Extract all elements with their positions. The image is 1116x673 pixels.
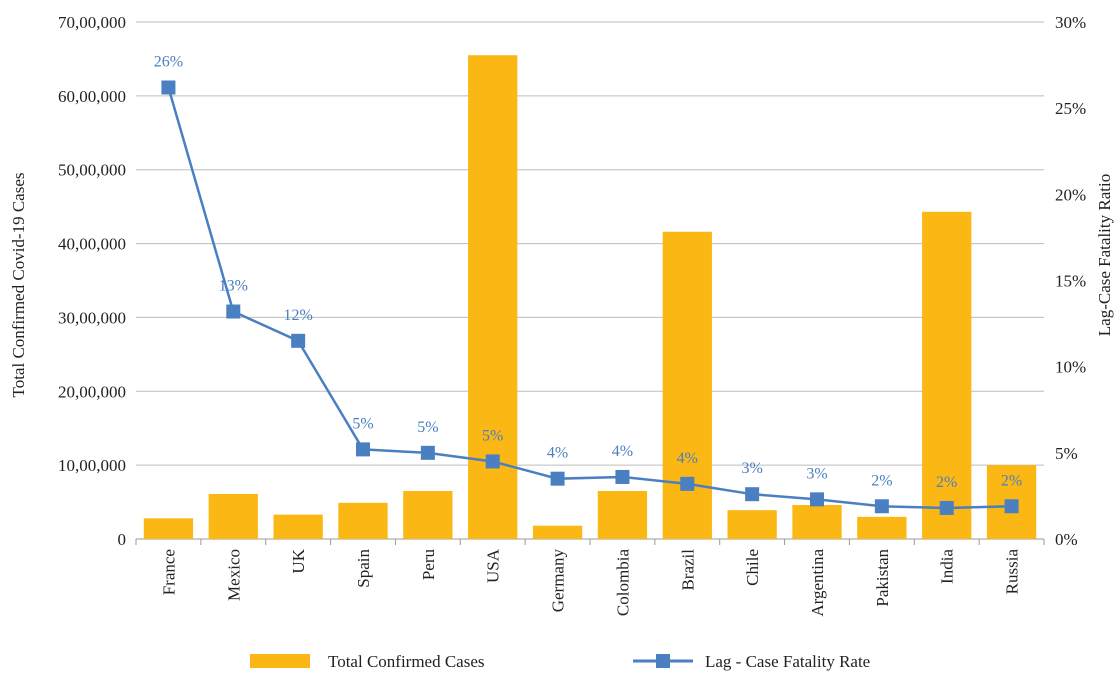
bar: [208, 493, 258, 539]
line-marker: [420, 445, 435, 460]
bar: [922, 211, 972, 539]
bar: [338, 502, 388, 539]
bar: [727, 510, 777, 539]
bar: [532, 525, 583, 539]
data-label: 13%: [219, 278, 248, 295]
x-tick-label: Peru: [419, 549, 438, 581]
x-tick-label: Germany: [549, 549, 568, 613]
bar: [792, 505, 842, 539]
data-label: 5%: [352, 415, 373, 432]
data-label: 2%: [871, 472, 892, 489]
line-marker: [1004, 499, 1019, 514]
left-tick-label: 60,00,000: [58, 87, 126, 106]
bar: [273, 514, 323, 539]
line-marker: [939, 500, 954, 515]
legend-label-bars: Total Confirmed Cases: [328, 652, 485, 671]
right-tick-label: 20%: [1055, 185, 1086, 204]
right-tick-label: 15%: [1055, 272, 1086, 291]
left-axis-title: Total Confirmed Covid-19 Cases: [9, 173, 28, 398]
data-label: 5%: [417, 419, 438, 436]
data-label: 2%: [1001, 472, 1022, 489]
x-tick-label: Russia: [1003, 549, 1022, 595]
data-label: 5%: [482, 427, 503, 444]
left-tick-label: 30,00,000: [58, 308, 126, 327]
line-marker: [874, 499, 889, 514]
right-axis-title: Lag-Case Fatality Ratio: [1095, 174, 1114, 336]
line-marker: [291, 333, 306, 348]
legend-swatch-bars: [250, 654, 310, 668]
data-labels: 26% 13% 12% 5% 5% 5% 4% 4% 4% 3% 3% 2% 2% 2%: [154, 53, 1022, 490]
data-label: 4%: [677, 450, 698, 467]
x-tick-label: Pakistan: [873, 549, 892, 607]
bar: [597, 490, 648, 539]
data-label: 3%: [741, 460, 762, 477]
legend: Total Confirmed Cases Lag - Case Fatalit…: [250, 652, 870, 671]
x-tick-label: India: [938, 549, 957, 584]
x-tick-label: Brazil: [678, 549, 697, 591]
left-tick-label: 10,00,000: [58, 456, 126, 475]
left-tick-label: 40,00,000: [58, 235, 126, 254]
x-tick-label: Spain: [354, 549, 373, 588]
line-marker: [745, 487, 760, 502]
left-tick-label: 20,00,000: [58, 382, 126, 401]
right-tick-label: 0%: [1055, 530, 1078, 549]
left-tick-label: 50,00,000: [58, 161, 126, 180]
bar: [143, 518, 194, 539]
right-axis-ticks: 0% 5% 10% 15% 20% 25% 30%: [1055, 13, 1086, 549]
line-marker: [810, 492, 824, 507]
legend-label-line: Lag - Case Fatality Rate: [705, 652, 870, 671]
data-label: 4%: [612, 443, 633, 460]
line-marker: [550, 471, 565, 486]
x-tick-label: Colombia: [613, 549, 632, 617]
gridlines: [136, 21, 1044, 540]
bar-series: [143, 55, 1037, 540]
bar: [662, 231, 712, 540]
left-axis-ticks: 0 10,00,000 20,00,000 30,00,000 40,00,000 50,…: [58, 13, 126, 549]
fatality-rate-line: [167, 87, 1012, 510]
bar: [857, 516, 907, 539]
x-tick-label: UK: [289, 548, 308, 573]
line-marker: [226, 304, 241, 319]
x-tick-label: Mexico: [224, 549, 243, 601]
right-tick-label: 30%: [1055, 13, 1086, 32]
x-tick-label: Argentina: [808, 549, 827, 617]
left-tick-label: 70,00,000: [58, 13, 126, 32]
right-tick-label: 10%: [1055, 358, 1086, 377]
line-marker: [680, 476, 695, 491]
legend-swatch-marker: [656, 654, 670, 668]
right-tick-label: 5%: [1055, 444, 1078, 463]
bar: [403, 490, 453, 539]
data-label: 2%: [936, 474, 957, 491]
line-marker: [356, 442, 370, 457]
data-label: 12%: [283, 307, 312, 324]
line-marker: [161, 80, 176, 95]
data-label: 26%: [154, 53, 183, 70]
line-marker: [615, 469, 630, 484]
line-series: [161, 80, 1019, 515]
x-tick-label: France: [159, 549, 178, 595]
line-marker: [485, 454, 500, 469]
left-tick-label: 0: [118, 530, 127, 549]
x-tick-label: USA: [484, 548, 503, 583]
x-tick-label: Chile: [743, 549, 762, 586]
x-axis-ticks: France Mexico UK Spain Peru USA Germany Colombi…: [135, 539, 1045, 617]
data-label: 3%: [806, 465, 827, 482]
right-tick-label: 25%: [1055, 99, 1086, 118]
data-label: 4%: [547, 445, 568, 462]
